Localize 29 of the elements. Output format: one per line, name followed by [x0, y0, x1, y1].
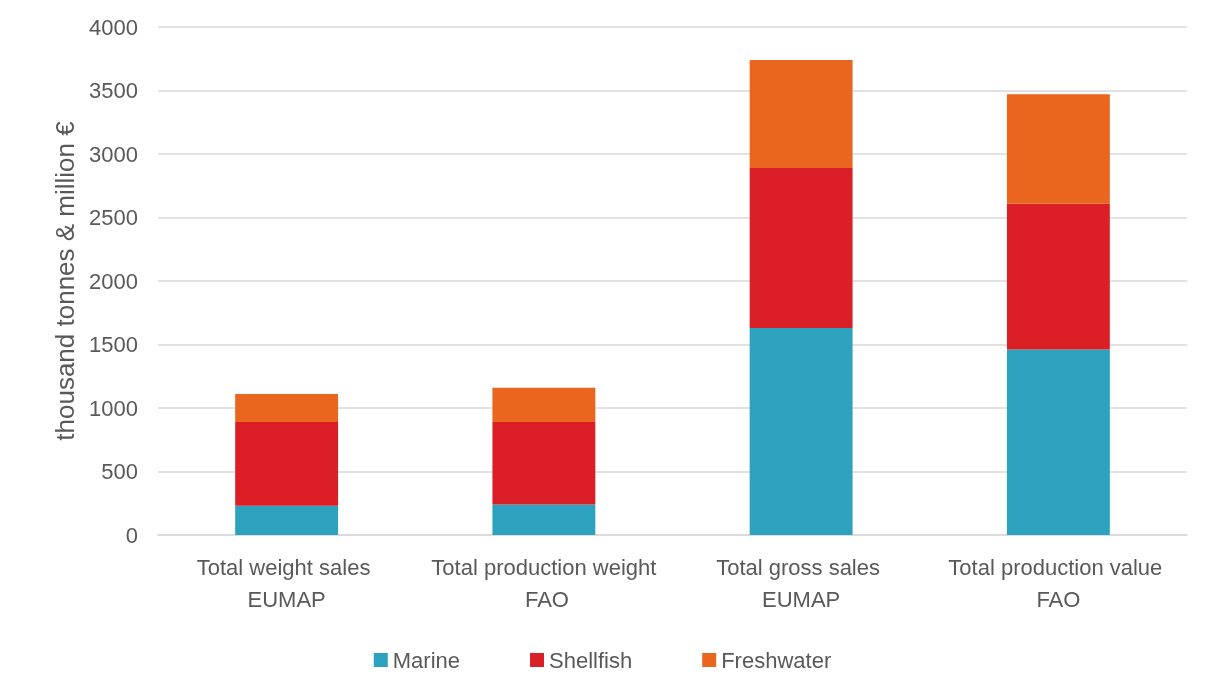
bar: [235, 505, 339, 535]
bar: [749, 327, 853, 535]
bar: [492, 421, 596, 505]
bar: [235, 421, 339, 506]
legend-label: Marine: [392, 647, 461, 673]
bar: [749, 167, 853, 328]
y-tick-label: 3000: [89, 141, 138, 167]
bar: [1006, 349, 1110, 535]
y-tick-label: 3500: [89, 78, 138, 103]
y-tick-label: 2000: [89, 268, 138, 294]
bar: [235, 394, 339, 422]
x-tick-label: Total gross sales EUMAP: [716, 554, 887, 612]
y-tick-label: 1500: [89, 332, 138, 357]
bar: [492, 504, 596, 535]
y-tick-label: 4000: [89, 14, 138, 40]
y-tick-label: 2500: [89, 205, 138, 230]
legend-label: Freshwater: [721, 647, 832, 673]
legend-label: Shellfish: [549, 647, 633, 673]
x-tick-label: Total weight sales EUMAP: [196, 554, 377, 612]
y-tick-label: 0: [125, 522, 138, 548]
bar: [749, 60, 853, 168]
bar: [1006, 94, 1110, 204]
y-axis-title: thousand tonnes & million €: [50, 120, 81, 441]
y-tick-label: 500: [101, 459, 138, 484]
bar: [1006, 203, 1110, 350]
bar: [492, 387, 596, 422]
x-tick-label: Total production weight FAO: [431, 554, 657, 612]
x-tick-label: Total production value FAO: [948, 554, 1169, 612]
y-tick-label: 1000: [89, 395, 138, 421]
